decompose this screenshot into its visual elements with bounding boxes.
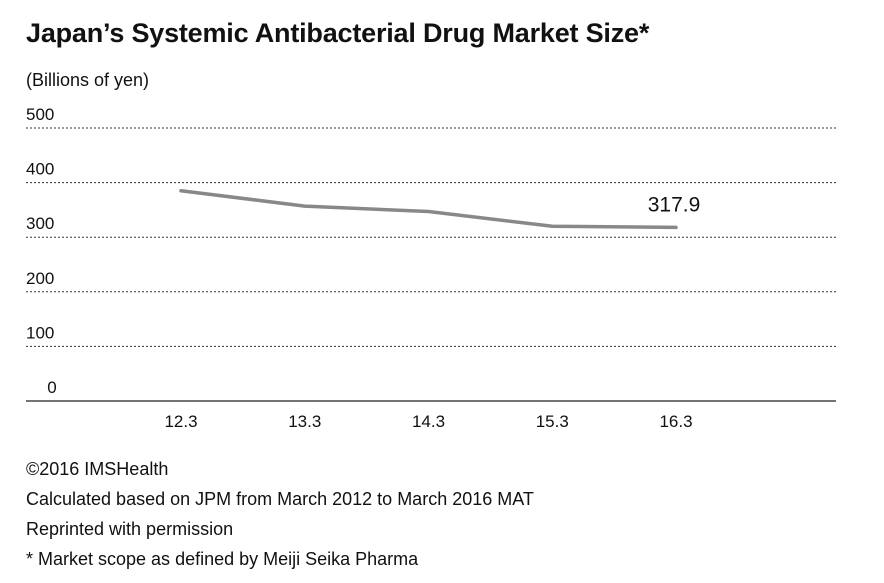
x-tick-label: 12.3 [164,412,197,431]
x-tick-label: 16.3 [659,412,692,431]
y-tick-labels: 0 100 200 300 400 500 [26,105,57,397]
series-line [179,189,678,230]
x-tick-label: 13.3 [288,412,321,431]
y-tick-label: 500 [26,105,54,124]
chart-title: Japan’s Systemic Antibacterial Drug Mark… [26,18,650,48]
source-note: Calculated based on JPM from March 2012 … [26,489,534,509]
data-label: 317.9 [648,193,701,216]
scope-footnote: * Market scope as defined by Meiji Seika… [26,549,419,569]
y-tick-label: 400 [26,160,54,179]
y-tick-label: 100 [26,323,54,342]
y-axis-unit-label: (Billions of yen) [26,70,150,90]
series-lines [179,189,678,230]
y-tick-label: 300 [26,214,54,233]
x-tick-label: 15.3 [536,412,569,431]
copyright-note: ©2016 IMSHealth [26,459,169,479]
grid-lines [26,127,836,402]
y-tick-label: 200 [26,269,54,288]
y-tick-label: 0 [47,378,56,397]
x-tick-label: 14.3 [412,412,445,431]
chart-footer: ©2016 IMSHealth Calculated based on JPM … [26,454,534,574]
x-tick-labels: 12.3 13.3 14.3 15.3 16.3 [164,412,692,431]
permission-note: Reprinted with permission [26,519,234,539]
annotations: 317.9 [648,193,701,216]
